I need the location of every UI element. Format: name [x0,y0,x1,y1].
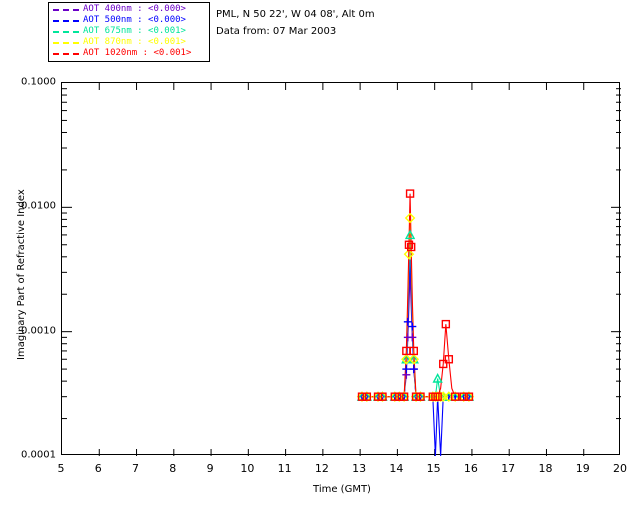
data-point-marker [403,317,412,326]
y-tick-label: 0.0001 [21,449,56,461]
header-line-date: Data from: 07 Mar 2003 [216,26,337,37]
data-point-marker [435,391,446,402]
x-tick-label: 16 [463,462,478,475]
series-line [362,193,469,398]
legend-label: AOT 1020nm : <0.001> [83,48,192,58]
series-markers [356,212,475,402]
legend-aot-675nm: AOT 675nm : <0.001> [51,26,209,37]
legend-dash-icon [53,19,79,22]
data-point-marker [433,392,442,401]
x-tick-label: 11 [277,462,292,475]
series-line [362,218,469,398]
data-point-marker [409,346,418,356]
legend-aot-870nm: AOT 870nm : <0.001> [51,37,209,48]
data-point-marker [405,189,415,198]
legend-aot-1020nm: AOT 1020nm : <0.001> [51,48,209,59]
data-point-marker [408,322,417,331]
legend-label: AOT 500nm : <0.000> [83,15,186,25]
data-point-marker [404,212,416,224]
legend-dash-icon [53,8,79,11]
legend-label: AOT 870nm : <0.001> [83,37,186,47]
x-tick-label: 13 [352,462,367,475]
series-markers [357,189,474,401]
x-tick-label: 20 [613,462,627,475]
x-tick-label: 12 [314,462,329,475]
data-point-marker [459,392,468,401]
data-point-marker [406,242,416,252]
data-point-marker [401,353,412,365]
legend-label: AOT 675nm : <0.001> [83,26,186,36]
legend-aot-500nm: AOT 500nm : <0.000> [51,15,209,26]
data-point-marker [441,319,451,329]
legend-label: AOT 400nm : <0.000> [83,4,186,14]
x-tick-label: 9 [206,462,214,475]
data-point-marker [439,359,448,369]
data-point-marker [362,392,372,401]
x-tick-label: 6 [94,462,102,475]
legend-aot-400nm: AOT 400nm : <0.000> [51,4,209,15]
data-point-marker [378,392,387,401]
y-tick-label: 0.0100 [21,200,56,212]
y-tick-label: 0.1000 [21,76,56,88]
data-point-marker [432,373,443,383]
data-point-marker [411,392,421,401]
x-tick-label: 18 [538,462,553,475]
data-point-marker [408,353,420,365]
data-point-marker [416,392,425,401]
data-point-marker [395,392,404,401]
data-point-marker [357,392,367,401]
data-point-marker [444,355,454,364]
data-point-marker [464,392,474,401]
data-point-marker [390,392,399,401]
legend-dash-icon [53,41,79,44]
plot-canvas [62,83,621,456]
data-point-marker [409,365,418,374]
x-tick-label: 15 [426,462,441,475]
data-point-marker [408,333,417,342]
data-point-marker [399,392,409,401]
x-tick-label: 10 [240,462,255,475]
x-tick-label: 8 [169,462,177,475]
legend-dash-icon [53,30,79,33]
data-point-marker [450,392,460,401]
legend: AOT 400nm : <0.000> AOT 500nm : <0.000> AO… [48,2,210,62]
data-point-marker [373,392,383,401]
header-annotation: PML, N 50 22', W 04 08', Alt 0m Data fro… [216,6,375,40]
y-axis-label: Imaginary Part of Refractive Index [16,189,27,360]
data-point-marker [403,248,415,260]
x-tick-label: 14 [389,462,404,475]
legend-dash-icon [53,52,79,55]
axis-ticks [62,83,621,456]
series-aot-870nm [362,218,469,398]
x-axis-label: Time (GMT) [313,484,371,495]
data-point-marker [402,365,411,374]
y-tick-label: 0.0010 [21,325,56,337]
header-line-location: PML, N 50 22', W 04 08', Alt 0m [216,9,375,20]
series-aot-1020nm [362,193,469,398]
data-point-marker [404,240,414,249]
x-tick-label: 5 [57,462,65,475]
series-line [362,234,469,398]
series-aot-675nm [362,234,469,398]
plot-frame [61,82,621,456]
x-tick-label: 7 [132,462,140,475]
data-point-marker [404,229,416,240]
x-tick-label: 19 [575,462,590,475]
x-tick-label: 17 [501,462,516,475]
